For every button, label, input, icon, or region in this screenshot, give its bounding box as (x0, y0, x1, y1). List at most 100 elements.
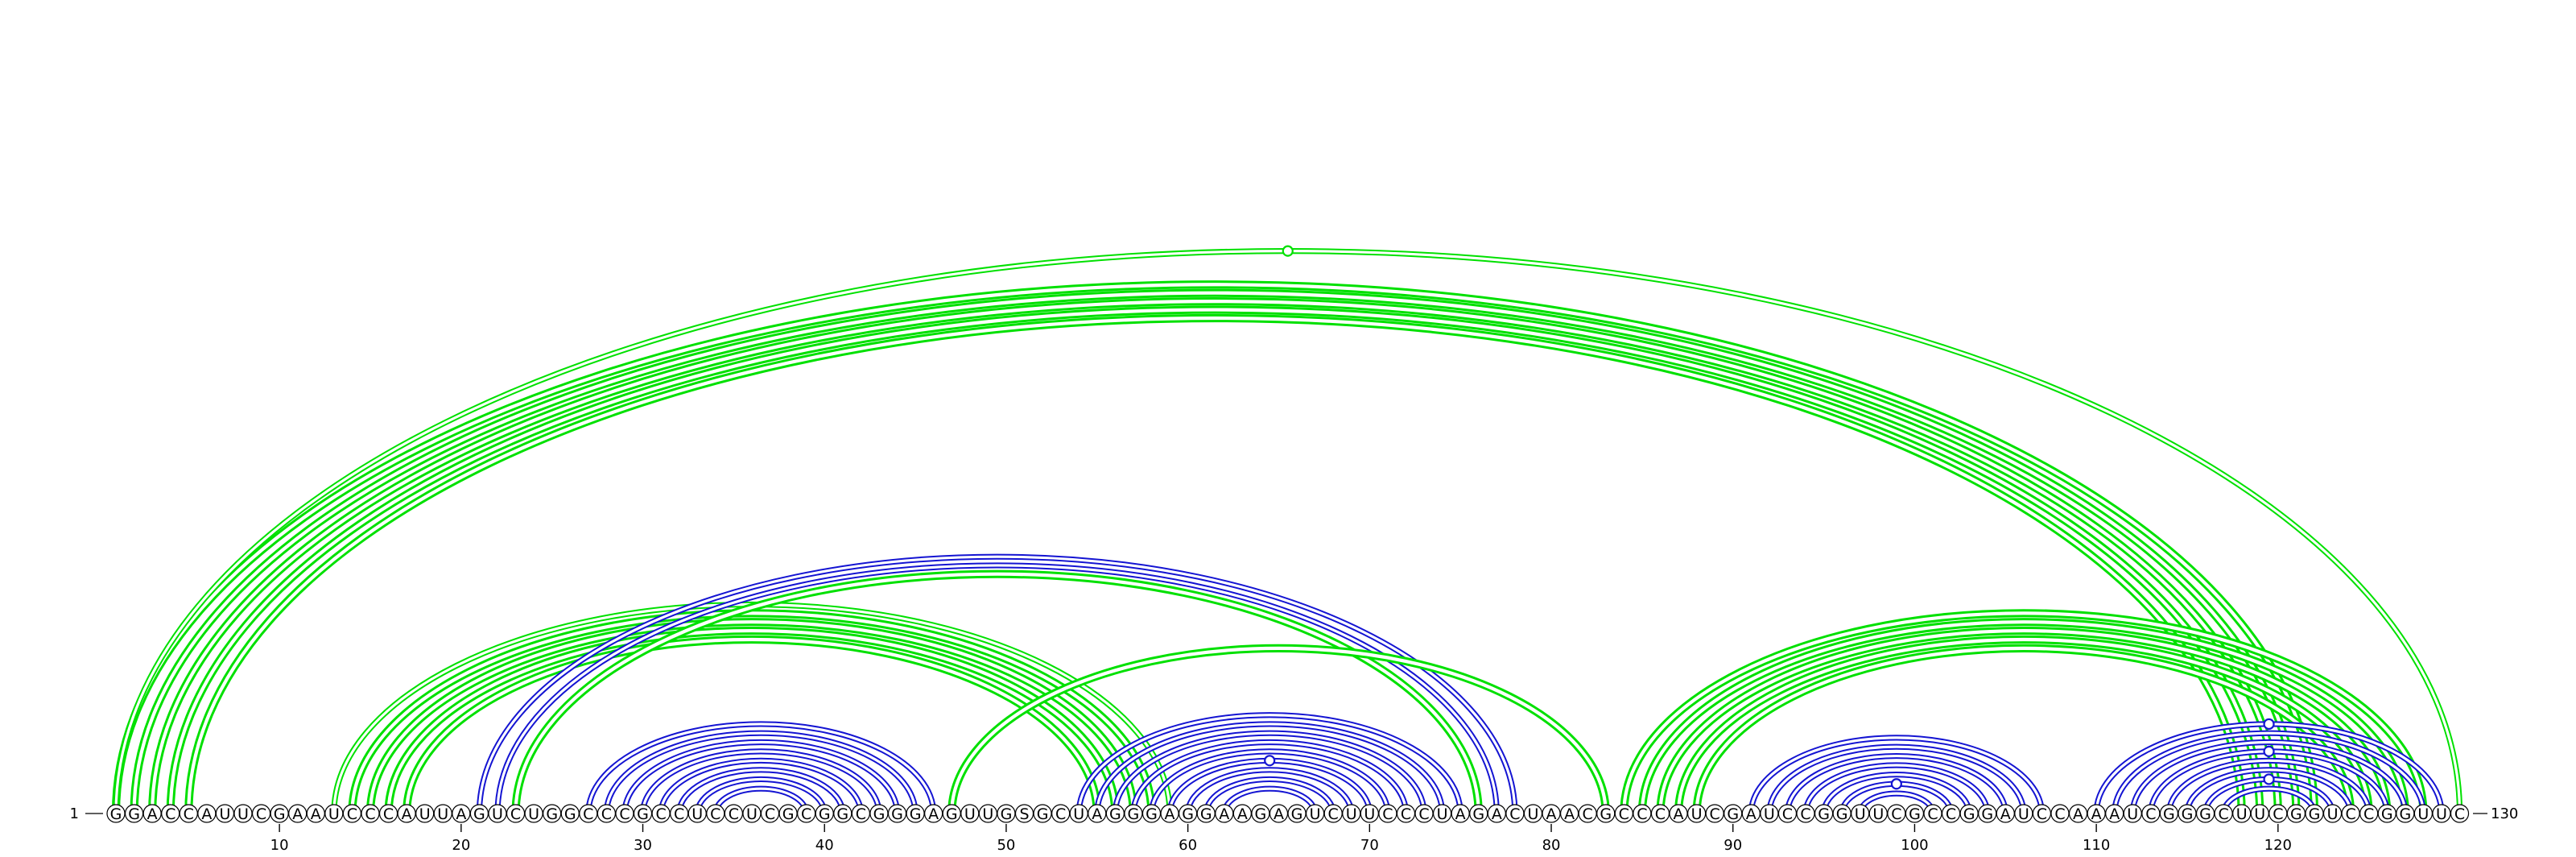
green-base-pair-arc (148, 297, 2282, 818)
arc-inner-gap (132, 291, 2298, 816)
nucleotide-letter: G (2290, 805, 2302, 823)
arc-inner-gap (605, 731, 917, 815)
nucleotide-letter: G (1600, 805, 1612, 823)
nucleotide-letter: G (1981, 805, 1993, 823)
green-base-pair-arc (130, 288, 2301, 818)
pair-markers (1264, 245, 2275, 790)
nucleotide-letter: A (292, 805, 303, 823)
nucleotide-letter: C (1927, 805, 1938, 823)
nucleotide: C (179, 804, 198, 823)
blue-base-pair-arc (1075, 712, 1463, 817)
green-base-pair-arc (184, 313, 2246, 818)
nucleotide-letter: C (856, 805, 866, 823)
nucleotide-letter: C (2054, 805, 2065, 823)
nucleotide-letter: G (1963, 805, 1975, 823)
nucleotide-letter: A (1165, 805, 1175, 823)
nucleotide: C (1633, 804, 1652, 823)
blue-base-pair-arc (1784, 752, 2008, 817)
nucleotide: U (1686, 804, 1707, 823)
green-pair-marker (1282, 245, 1294, 257)
nucleotide: C (1414, 804, 1434, 823)
nucleotide-letter: C (1710, 805, 1720, 823)
blue-base-pair-arc (712, 785, 810, 817)
arc-inner-gap (641, 750, 881, 815)
nucleotide-letter: C (710, 805, 720, 823)
arc-inner-gap (1658, 628, 2389, 816)
nucleotide-letter: A (1274, 805, 1284, 823)
arc-inner-gap (2167, 759, 2371, 815)
nucleotide: C (506, 804, 526, 823)
nucleotide: C (2450, 804, 2470, 823)
nucleotide: C (2359, 804, 2379, 823)
nucleotide-letter: C (2037, 805, 2047, 823)
nucleotide-letter: G (2182, 805, 2194, 823)
nucleotide-letter: G (110, 805, 122, 823)
nucleotide-letter: A (2073, 805, 2083, 823)
nucleotide-letter: A (2000, 805, 2011, 823)
arc-inner-gap (1132, 740, 1408, 815)
arc-inner-gap (1622, 611, 2425, 816)
nucleotide: U (1523, 804, 1543, 823)
nucleotide-letter: U (1310, 805, 1321, 823)
nucleotide-letter: U (1691, 805, 1703, 823)
nucleotide-letter: G (2309, 805, 2321, 823)
nucleotide-letter: G (1200, 805, 1212, 823)
blue-base-pair-arc (1802, 762, 1991, 817)
nucleotide: C (706, 804, 725, 823)
nucleotide-letter: C (2218, 805, 2228, 823)
nucleotide-letter: G (1109, 805, 1121, 823)
sequence-start-label: 1 (70, 805, 79, 822)
nucleotide: C (724, 804, 743, 823)
nucleotide-letter: G (1182, 805, 1194, 823)
nucleotide-circle (2450, 804, 2470, 823)
arc-inner-gap (1640, 620, 2407, 816)
nucleotide-letter: G (946, 805, 958, 823)
nucleotide-letter: C (383, 805, 394, 823)
nucleotide: G (1033, 804, 1052, 823)
nucleotide-letter: G (546, 805, 558, 823)
nucleotide-letter: C (1619, 805, 1629, 823)
green-base-pair-arc (511, 569, 1483, 818)
nucleotide-letter: G (1818, 805, 1830, 823)
nucleotide-letter: A (1746, 805, 1757, 823)
nucleotide: C (1051, 804, 1071, 823)
nucleotide: U (2014, 804, 2033, 823)
blue-base-pair-arc (639, 748, 882, 817)
nucleotide: U (1360, 804, 1379, 823)
nucleotide: C (1614, 804, 1633, 823)
arc-inner-gap (1150, 750, 1389, 815)
nucleotide: C (2341, 804, 2360, 823)
nucleotide-letter: G (1128, 805, 1140, 823)
nucleotide-letter: G (910, 805, 922, 823)
position-axis: 10 20 30 40 50 60 70 80 90 100 110 120 (270, 824, 2292, 854)
nucleotide-letter: G (1836, 805, 1848, 823)
nucleotide: G (1905, 804, 1925, 823)
nucleotide-letter: C (2363, 805, 2374, 823)
arc-inner-gap (168, 308, 2262, 816)
nucleotide: U (2432, 804, 2451, 823)
nucleotide: A (1487, 804, 1506, 823)
nucleotide: G (1959, 804, 1979, 823)
nucleotide: C (378, 804, 398, 823)
blue-base-pair-arc (2129, 739, 2409, 817)
nucleotide-letter: C (583, 805, 593, 823)
nucleotide-letter: A (2091, 805, 2102, 823)
nucleotide-letter: C (1583, 805, 1593, 823)
position-tick-label: 40 (815, 837, 834, 854)
nucleotide: U (1306, 804, 1325, 823)
nucleotide-letter: G (782, 805, 795, 823)
arc-inner-gap (2131, 740, 2407, 815)
blue-base-pair-arc (694, 776, 828, 817)
blue-base-pair-arc (1203, 776, 1336, 817)
arc-inner-gap (2113, 731, 2425, 815)
nucleotide-letter: C (2345, 805, 2355, 823)
green-base-pair-arc (947, 644, 1610, 818)
arc-inner-gap (659, 759, 862, 815)
nucleotide-letter: G (1291, 805, 1303, 823)
nucleotide: G (2286, 804, 2306, 823)
nucleotide: A (288, 804, 308, 823)
nucleotide: C (1796, 804, 1815, 823)
arc-inner-gap (1113, 731, 1426, 815)
blue-base-pair-arc (2112, 730, 2426, 817)
